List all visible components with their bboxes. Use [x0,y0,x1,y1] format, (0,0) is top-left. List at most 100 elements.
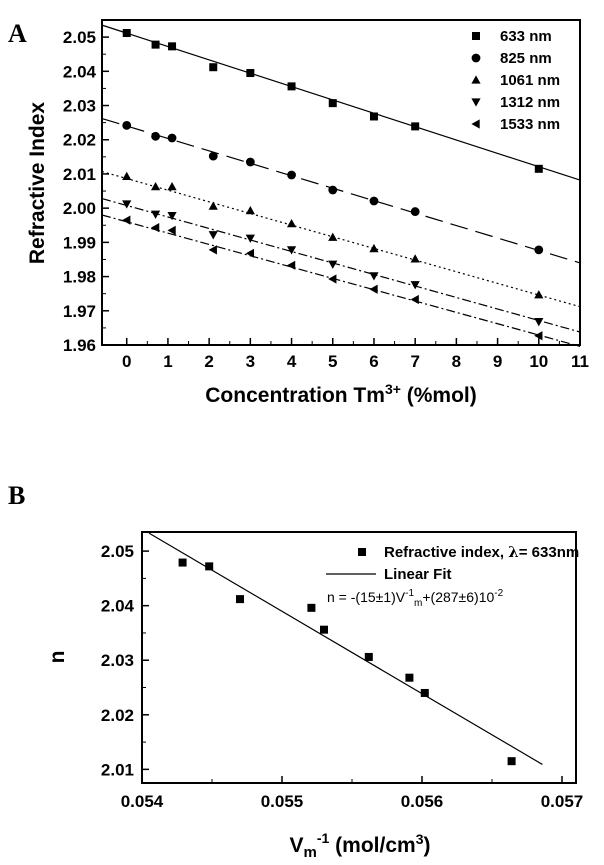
y-tick-label: 1.98 [63,268,96,287]
data-point-633-nm [151,40,160,49]
panel-b-plot-frame [141,531,577,784]
linear-fit-line [148,532,543,765]
data-point-1533-nm [369,284,378,294]
data-point-825-nm [328,185,338,195]
y-tick-label: 1.96 [63,336,96,355]
panel-a-data-points [122,29,544,341]
data-point-825-nm [369,196,379,206]
data-point-1533-nm [328,274,337,284]
panel-a-chart: A 0 1 2 3 4 5 6 7 8 9 10 11 1.96 1.97 1.98 1.99 2.00 2.0… [8,19,589,407]
data-point-refractive-index [205,562,214,571]
x-tick-label: 0.057 [541,792,584,811]
y-tick-label: 2.00 [63,199,96,218]
x-tick-label: 10 [529,352,548,371]
legend-label: 633 nm [500,28,552,45]
data-point-633-nm [209,63,218,72]
data-point-1533-nm [410,294,419,305]
data-point-633-nm [287,82,296,91]
legend-marker-633-nm [472,32,480,40]
panel-a-y-axis-label: Refractive Index [26,102,49,265]
x-tick-label: 3 [246,352,255,371]
data-point-1533-nm [208,245,217,255]
panel-a-fit-lines [101,24,581,347]
x-tick-label: 0.054 [121,792,164,811]
y-tick-label: 1.99 [63,233,96,252]
data-point-1312-nm [245,234,255,243]
data-point-1533-nm [286,260,296,270]
panel-b-legend: Refractive index, λ= 633nm Linear Fit n = … [326,543,579,609]
x-tick-label: 0 [122,352,131,371]
legend-label: 1061 nm [500,72,560,89]
data-point-825-nm [208,151,218,161]
y-tick-label: 2.05 [63,28,96,47]
panel-a-plot-frame [101,19,581,346]
legend-marker-1061-nm [471,75,481,84]
data-point-825-nm [287,170,296,180]
data-point-1312-nm [369,272,379,281]
y-tick-label: 2.02 [101,706,134,725]
x-tick-label: 2 [204,352,213,371]
legend-marker-825-nm [471,53,481,63]
data-point-633-nm [411,122,420,131]
panel-b-letter: B [8,481,25,510]
fit-line-1533-nm [101,214,581,347]
data-point-1533-nm [167,225,176,235]
x-tick-label: 7 [410,352,419,371]
x-tick-label: 5 [328,352,337,371]
data-point-1061-nm [286,218,297,228]
x-tick-label: 0.056 [401,792,444,811]
data-point-1312-nm [286,246,297,255]
data-point-825-nm [410,207,420,216]
data-point-633-nm [328,99,337,108]
data-point-825-nm [534,245,544,255]
y-tick-label: 2.02 [63,131,96,150]
data-point-1061-nm [534,290,544,299]
data-point-825-nm [245,157,255,167]
x-tick-label: 0.055 [261,792,304,811]
legend-label: 825 nm [500,50,552,67]
y-tick-label: 2.05 [101,542,134,561]
panel-b-x-axis-label: Vm-1 (mol/cm3) [290,830,431,861]
panel-a-legend: 633 nm 825 nm 1061 nm 1312 nm 1533 nm [471,28,560,133]
y-tick-label: 2.03 [101,651,134,670]
data-point-633-nm [369,112,378,121]
y-tick-label: 2.01 [63,165,96,184]
data-point-1312-nm [410,281,420,290]
y-tick-label: 2.01 [101,760,134,779]
data-point-1312-nm [328,260,338,269]
data-point-1533-nm [150,223,160,233]
panel-b-data-points [178,558,516,766]
legend-label: 1312 nm [500,94,560,111]
data-point-refractive-index [178,558,187,567]
panel-a-letter: A [8,19,27,48]
fit-equation: n = -(15±1)V-1m+(287±6)10-2 [327,588,504,609]
legend-marker-1533-nm [471,119,480,129]
data-point-refractive-index [507,757,516,766]
data-point-633-nm [122,29,131,37]
panel-a-x-axis-label: Concentration Tm3+ (%mol) [205,381,476,407]
data-point-633-nm [534,164,543,173]
panel-b-fit-line [148,532,543,765]
data-point-1061-nm [369,243,379,253]
data-point-refractive-index [236,595,244,604]
data-point-1312-nm [167,212,177,221]
data-point-825-nm [167,133,177,143]
data-point-1312-nm [534,318,544,327]
legend-label-fit: Linear Fit [384,566,452,583]
x-tick-label: 6 [369,352,378,371]
data-point-refractive-index [307,603,316,612]
data-point-refractive-index [420,688,429,697]
data-point-1061-nm [208,201,218,210]
data-point-1061-nm [245,205,255,215]
x-tick-label: 11 [571,352,589,371]
legend-label: 1533 nm [500,116,560,133]
data-point-1312-nm [150,210,161,219]
legend-marker-refractive-index [358,548,366,556]
data-point-1061-nm [167,182,177,191]
legend-label-points: Refractive index, λ= 633nm [384,543,579,561]
x-tick-label: 9 [493,352,502,371]
x-tick-label: 4 [287,352,297,371]
data-point-refractive-index [364,652,373,661]
x-tick-label: 1 [163,352,172,371]
